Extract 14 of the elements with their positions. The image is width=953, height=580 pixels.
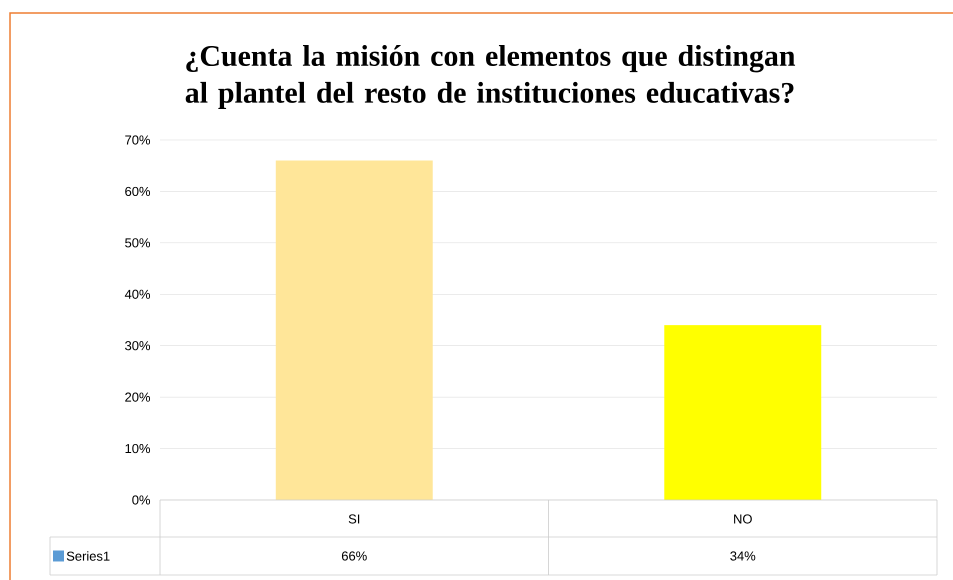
data-label: 34% [730, 551, 756, 561]
text: Series1 [66, 551, 110, 561]
x-tick-label: NO [734, 514, 752, 524]
y-tick-label: 50% [125, 238, 150, 248]
y-tick-label: 60% [125, 186, 150, 196]
y-tick-label: 0% [132, 495, 150, 505]
y-tick-label: 10% [126, 444, 150, 454]
y-tick-label: 70% [125, 135, 150, 145]
x-tick-label: SI [348, 514, 360, 524]
data-label: 66% [342, 551, 367, 561]
y-tick-label: 40% [124, 290, 150, 299]
y-tick-label: 20% [125, 392, 150, 402]
chart-title: ¿Cuenta la misión con elementos que distingan al plantel del resto de instituciones educativas? [186, 44, 796, 109]
y-tick-label: 30% [125, 341, 150, 350]
